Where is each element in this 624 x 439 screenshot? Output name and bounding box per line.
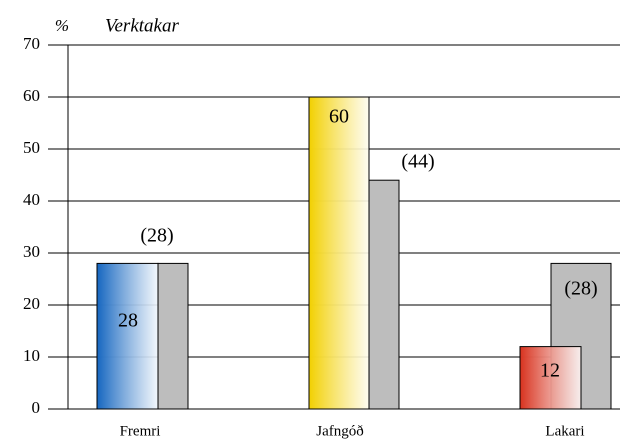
y-unit: % xyxy=(55,16,69,35)
x-tick-label: Jafngóð xyxy=(316,423,364,439)
bar xyxy=(519,346,582,410)
value-label: 12 xyxy=(540,360,560,382)
y-tick-label: 30 xyxy=(23,242,40,261)
x-tick-label: Lakari xyxy=(545,423,584,439)
y-tick-label: 40 xyxy=(23,190,40,209)
y-tick-label: 60 xyxy=(23,86,40,105)
bar xyxy=(96,262,159,410)
x-tick-label: Fremri xyxy=(120,423,161,439)
y-tick-label: 0 xyxy=(32,398,41,417)
value-label: 60 xyxy=(329,106,349,128)
y-tick-label: 50 xyxy=(23,138,40,157)
y-tick-label: 70 xyxy=(23,34,40,53)
chart-title: Verktakar xyxy=(105,15,179,36)
value-label: (44) xyxy=(401,151,434,173)
value-label: (28) xyxy=(564,278,597,300)
value-label: 28 xyxy=(118,310,138,332)
y-tick-label: 20 xyxy=(23,294,40,313)
bar xyxy=(368,179,400,410)
y-tick-label: 10 xyxy=(23,346,40,365)
value-label: (28) xyxy=(140,225,173,247)
bar xyxy=(308,96,370,410)
bar xyxy=(157,262,189,410)
